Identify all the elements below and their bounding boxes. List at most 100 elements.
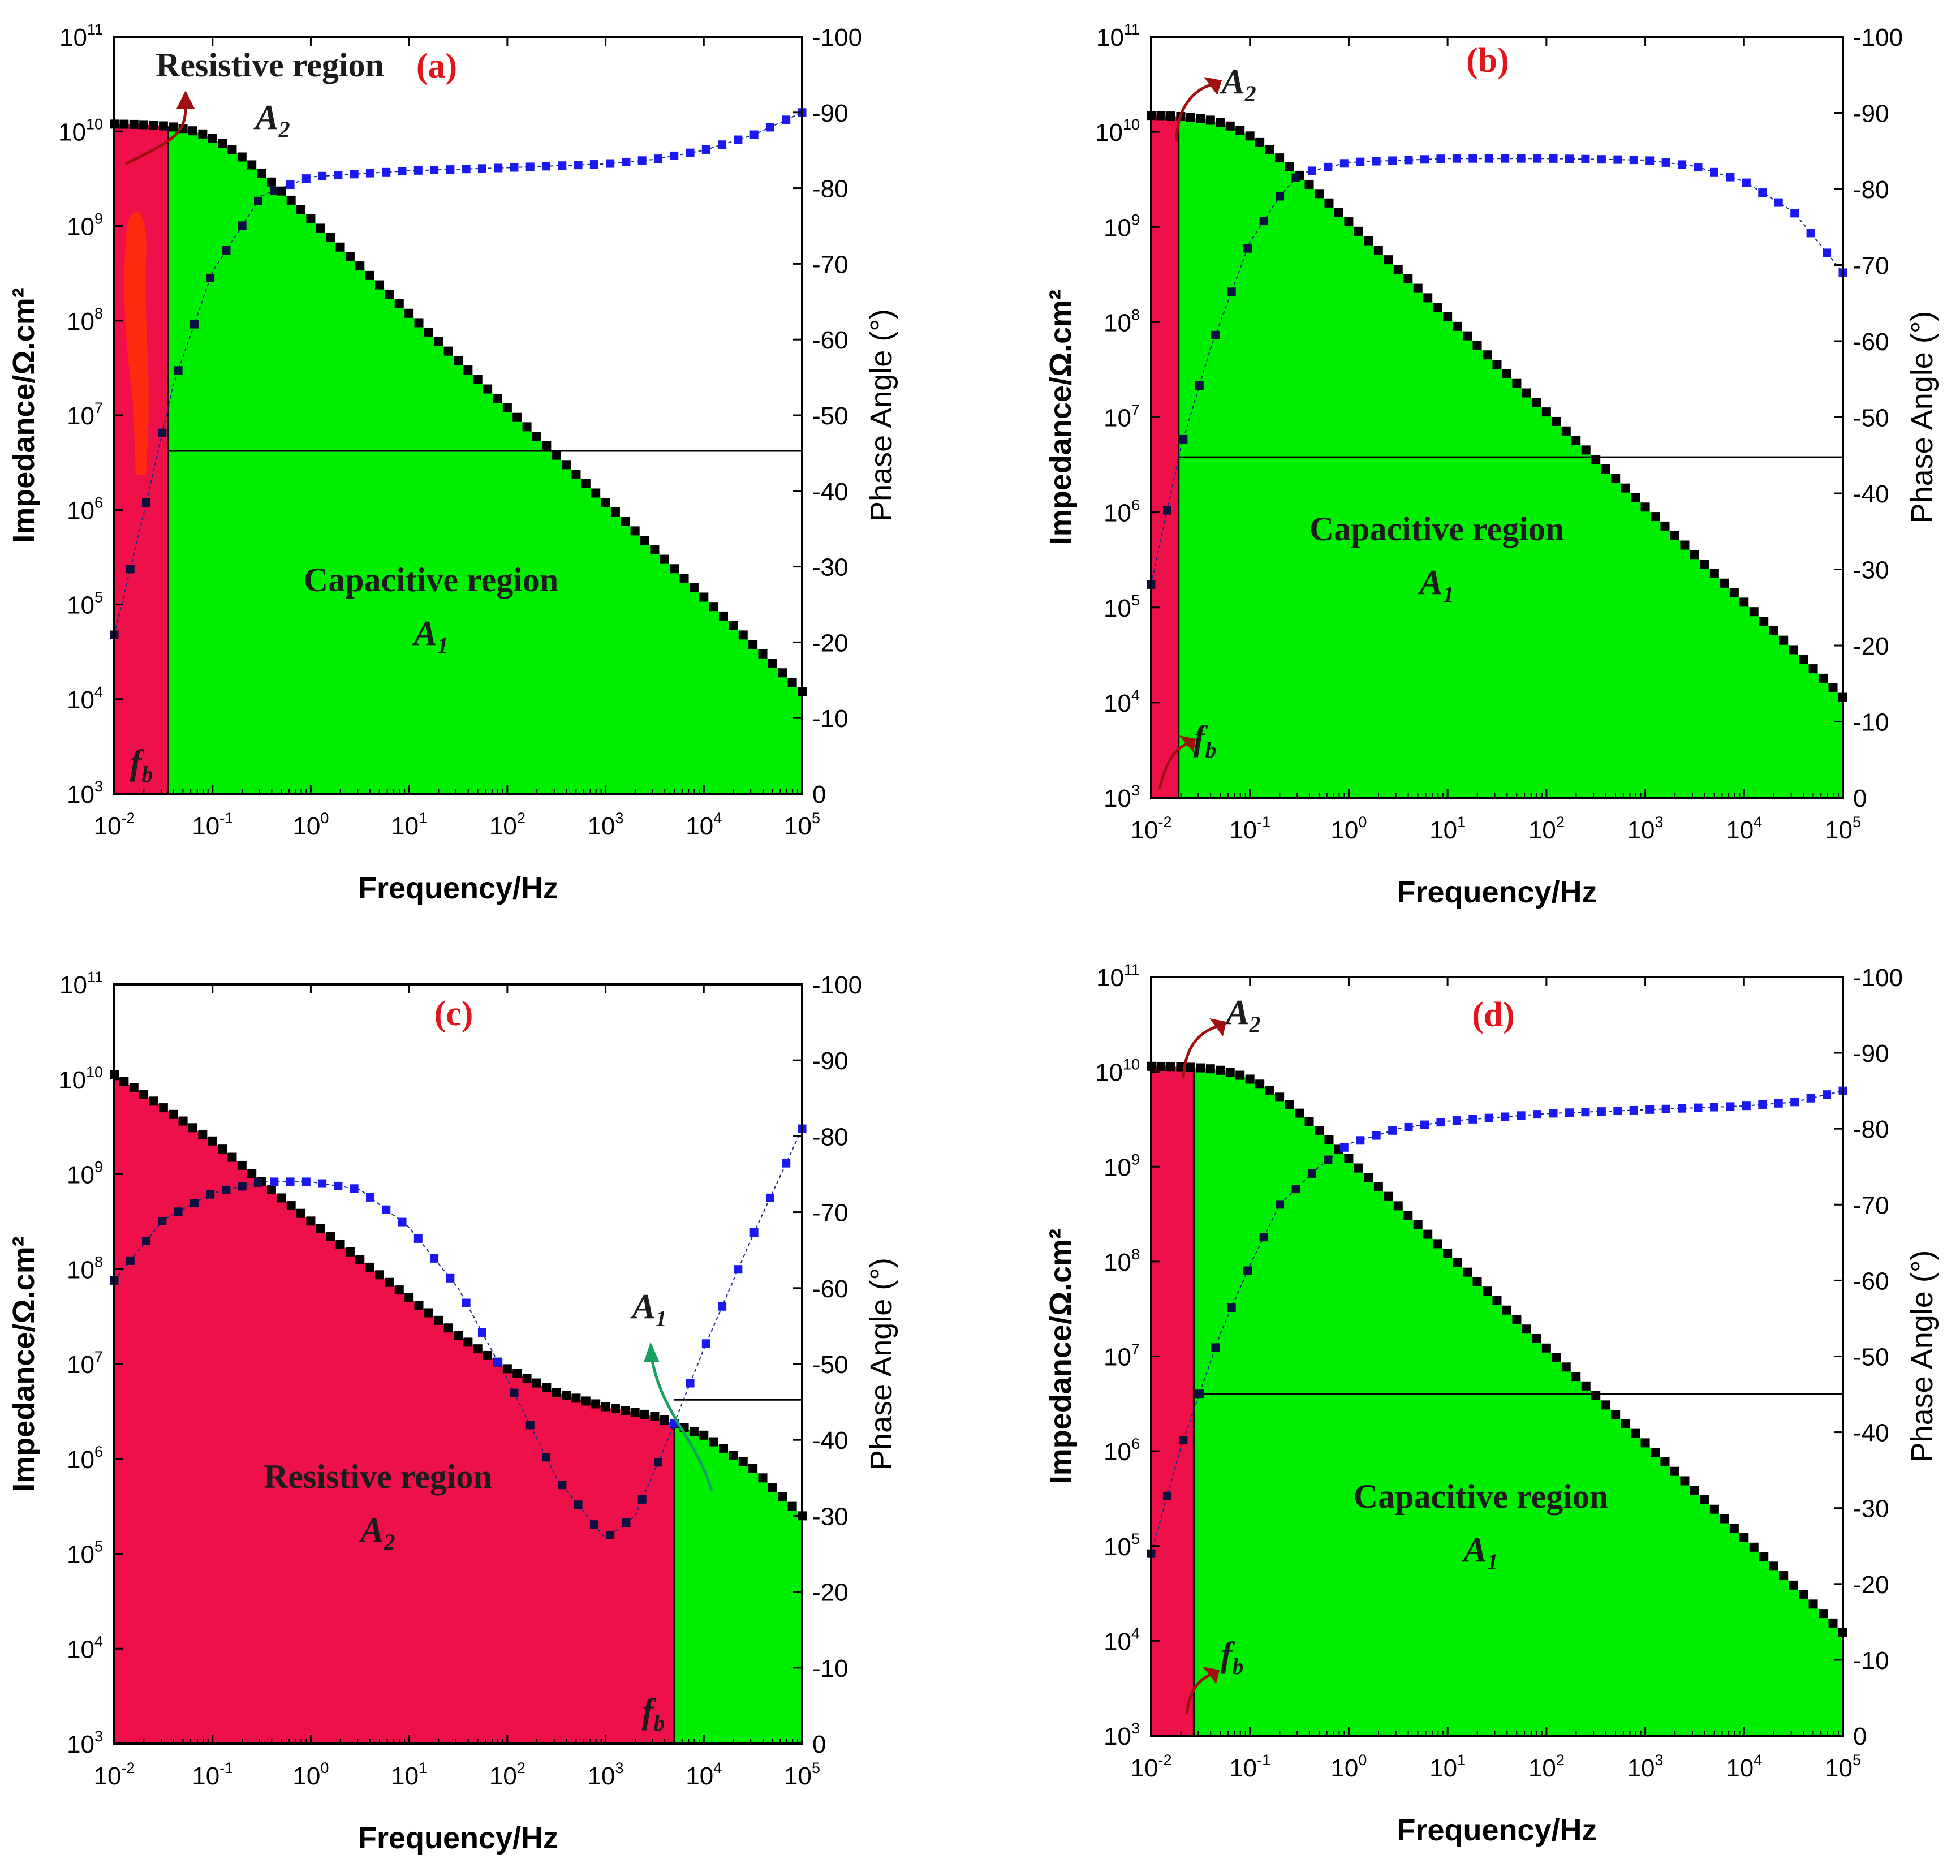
x-tick-label: 101 [1429, 1752, 1466, 1782]
impedance-point [1205, 115, 1215, 125]
impedance-point [1433, 1239, 1442, 1249]
impedance-point [1749, 1542, 1759, 1552]
x-tick-label: 10-2 [1131, 1752, 1172, 1782]
y2-tick-label: -20 [812, 629, 848, 657]
phase-point [158, 428, 167, 437]
phase-point [1468, 154, 1477, 163]
phase-point [686, 148, 695, 157]
impedance-point [768, 659, 777, 668]
phase-point [1420, 1120, 1429, 1129]
phase-point [398, 1217, 407, 1227]
impedance-point [1541, 407, 1551, 417]
impedance-point [1591, 1391, 1601, 1400]
impedance-point [1156, 1061, 1166, 1071]
y2-tick-label: -80 [1853, 176, 1889, 204]
y-tick-label: 105 [1104, 1530, 1140, 1561]
phase-point [301, 174, 311, 183]
impedance-point [1789, 1580, 1798, 1590]
phase-series [1147, 1086, 1847, 1558]
impedance-point [758, 1473, 768, 1483]
impedance-point [1581, 445, 1591, 455]
y-tick-label-base: 10 [1104, 1723, 1131, 1750]
y-tick-label-exp: 8 [94, 1253, 103, 1270]
impedance-point [1769, 626, 1778, 635]
x-tick-label-base: 10 [1528, 816, 1556, 844]
y-tick-label: 108 [67, 305, 103, 335]
impedance-point [296, 1208, 306, 1218]
impedance-point [119, 1077, 129, 1086]
phase-point [1179, 1436, 1188, 1445]
impedance-point [158, 1103, 168, 1113]
phase-point [1404, 1122, 1413, 1131]
impedance-point [610, 1404, 620, 1413]
impedance-point [404, 1293, 414, 1302]
x-tick-label-exp: 0 [1358, 1752, 1367, 1769]
x-tick-label: 10-2 [94, 1759, 135, 1790]
impedance-point [512, 1369, 522, 1378]
x-tick-label-exp: -2 [121, 1759, 135, 1776]
phase-point [1324, 162, 1333, 171]
phase-point [1565, 154, 1574, 163]
impedance-point [1354, 1163, 1363, 1173]
impedance-point [1512, 378, 1522, 388]
x-axis-label: Frequency/Hz [358, 1821, 558, 1855]
phase-point [574, 161, 583, 170]
impedance-point [512, 412, 522, 422]
y2-tick-label: -100 [1853, 964, 1903, 992]
y-tick-label-base: 10 [67, 1351, 94, 1379]
fb-arrow-shaft [1158, 742, 1188, 790]
impedance-point [1581, 1381, 1591, 1391]
phase-point [574, 1500, 583, 1509]
y2-tick-label: -10 [1853, 709, 1889, 737]
phase-point [1211, 1343, 1220, 1352]
impedance-point [424, 1308, 433, 1318]
impedance-point [129, 1083, 139, 1092]
phase-point [718, 1302, 727, 1311]
y2-tick-label: -20 [1853, 632, 1889, 660]
impedance-point [483, 1350, 493, 1360]
x-tick-label-exp: 0 [1358, 814, 1367, 831]
impedance-point [630, 526, 640, 536]
y2-tick-label: 0 [1853, 1723, 1867, 1750]
impedance-point [660, 554, 669, 564]
y-tick-label-exp: 3 [1131, 1720, 1140, 1737]
y-tick-label: 109 [67, 1159, 103, 1189]
a1-label: A1 [1417, 563, 1454, 607]
impedance-point [787, 677, 797, 687]
impedance-point [1799, 655, 1808, 664]
impedance-point [522, 422, 532, 432]
impedance-point [542, 1383, 552, 1392]
y-tick-label-exp: 8 [1131, 1246, 1140, 1263]
impedance-point [719, 611, 729, 621]
phase-point [238, 1182, 247, 1191]
y-tick-label-base: 10 [1104, 1249, 1131, 1276]
y-tick-label-exp: 4 [1131, 1625, 1140, 1642]
impedance-point [385, 1277, 394, 1287]
x-tick-label-exp: -1 [219, 1759, 233, 1776]
x-tick-label: 105 [784, 810, 820, 840]
x-tick-label-exp: 0 [320, 810, 329, 827]
y2-tick-label: -70 [1853, 1191, 1889, 1219]
impedance-point [277, 186, 286, 196]
y-tick-label-base: 10 [67, 686, 94, 714]
y-tick-label-exp: 7 [1131, 1341, 1140, 1358]
y-tick-label-base: 10 [1104, 595, 1131, 622]
y-tick-label-base: 10 [67, 1636, 94, 1663]
impedance-point [1522, 1324, 1531, 1334]
phase-point [206, 1190, 215, 1199]
impedance-point [1739, 1533, 1749, 1543]
phase-point [686, 1379, 695, 1388]
impedance-point [1660, 521, 1670, 531]
impedance-point [591, 488, 601, 498]
y-tick-label: 106 [1104, 497, 1140, 527]
phase-point [1629, 156, 1638, 165]
impedance-point [266, 1185, 276, 1195]
a2-label-sub: 2 [1244, 81, 1256, 106]
phase-point [365, 169, 374, 178]
y-tick-label: 104 [1104, 687, 1140, 717]
phase-point [1678, 1104, 1687, 1113]
phase-point [718, 140, 727, 149]
impedance-point [532, 1378, 541, 1388]
a1-label: A1 [630, 1288, 666, 1331]
impedance-point [1166, 111, 1175, 121]
